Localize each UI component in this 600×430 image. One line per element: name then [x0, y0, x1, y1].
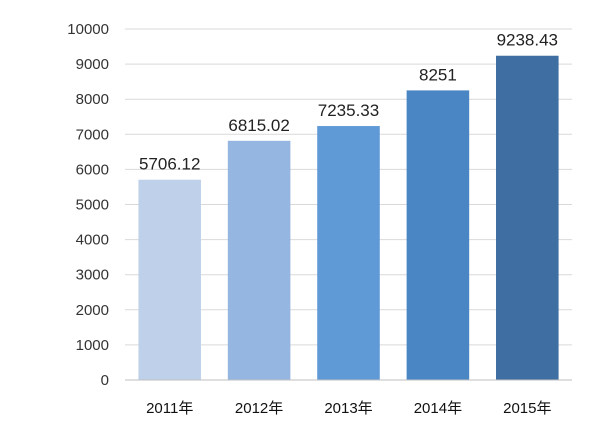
data-label-5: 9238.43 — [497, 31, 558, 50]
bar-3 — [317, 126, 380, 380]
x-category-label-1: 2011年 — [146, 400, 193, 417]
x-category-label-5: 2015年 — [503, 400, 551, 417]
data-labels: 5706.12 6815.02 7235.33 8251 9238.43 — [139, 31, 558, 174]
x-category-label-4: 2014年 — [414, 400, 462, 417]
bar-1 — [138, 179, 201, 380]
y-tick-label: 8000 — [76, 91, 109, 108]
x-category-label-3: 2013年 — [324, 400, 372, 417]
y-tick-label: 5000 — [76, 197, 109, 214]
x-category-label-2: 2012年 — [235, 400, 283, 417]
bar-2 — [227, 140, 291, 380]
y-tick-label: 0 — [101, 372, 109, 389]
y-tick-label: 7000 — [76, 126, 109, 143]
bar-5 — [496, 55, 559, 380]
y-tick-label: 1000 — [76, 337, 109, 354]
y-tick-label: 9000 — [76, 56, 109, 73]
y-tick-label: 2000 — [76, 302, 109, 319]
data-label-2: 6815.02 — [228, 116, 289, 135]
y-tick-label: 3000 — [76, 267, 109, 284]
data-label-4: 8251 — [419, 65, 457, 84]
y-tick-label: 6000 — [76, 161, 109, 178]
data-label-1: 5706.12 — [139, 155, 200, 174]
y-axis-ticks: 0 1000 2000 3000 4000 5000 6000 7000 8000 9000 100… — [67, 21, 109, 389]
y-tick-label: 4000 — [76, 232, 109, 249]
x-axis-categories: 2011年 2012年 2013年 2014年 2015年 — [146, 400, 551, 417]
bar-4 — [406, 90, 470, 381]
y-tick-label: 10000 — [67, 21, 109, 38]
data-label-3: 7235.33 — [318, 101, 379, 120]
bars — [138, 55, 559, 381]
